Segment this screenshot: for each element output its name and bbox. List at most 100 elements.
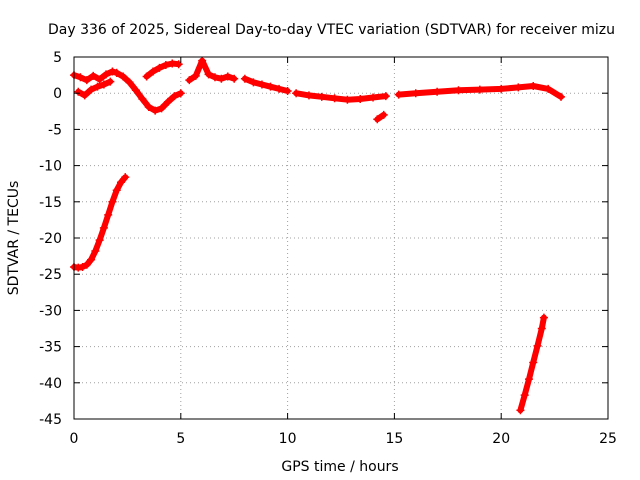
data-point [275,84,284,93]
data-point [217,74,226,83]
data-point [433,87,442,96]
data-point [191,71,200,80]
data-point [304,91,313,100]
data-point [557,92,566,101]
data-point [78,262,87,271]
data-point [394,90,403,99]
data-point [176,89,185,98]
data-point [95,236,104,245]
data-point [240,74,249,83]
data-point [356,94,365,103]
x-axis-title: GPS time / hours [281,459,398,475]
data-point [87,85,96,94]
y-tick-label: -30 [39,303,62,319]
data-point [155,63,164,72]
x-tick-label: 20 [492,431,510,447]
data-point [151,106,160,115]
data-point [82,76,91,85]
y-tick-label: -35 [39,340,62,356]
y-tick-label: -15 [39,195,62,211]
data-point [520,391,529,400]
data-point [373,115,382,124]
y-tick-label: -40 [39,376,62,392]
data-point [537,324,546,333]
data-point [369,93,378,102]
data-point [524,375,533,384]
data-point [104,210,113,219]
data-point [544,84,553,93]
data-point [539,313,548,322]
data-point [108,197,117,206]
data-point [99,223,108,232]
data-point [149,67,158,76]
data-point [381,92,390,101]
data-point [161,60,170,69]
data-point [343,95,352,104]
data-point [230,74,239,83]
data-band [517,314,547,414]
y-tick-label: 5 [53,50,62,66]
y-tick-label: 0 [53,86,62,102]
y-tick-label: -25 [39,267,62,283]
data-point [89,71,98,80]
data-point [516,406,525,415]
y-tick-label: -20 [39,231,62,247]
data-point [185,76,194,85]
data-point [223,72,232,81]
data-point [204,70,213,79]
data-point [142,72,151,81]
data-point [144,102,153,111]
data-point [266,82,275,91]
data-point [497,84,506,93]
data-point [317,92,326,101]
data-point [121,173,130,182]
data-point [257,80,266,89]
data-point [210,73,219,82]
x-tick-label: 15 [385,431,403,447]
data-point [529,81,538,90]
data-point [283,87,292,96]
data-point [74,87,83,96]
data-point [514,83,523,92]
y-axis-title: SDTVAR / TECUs [6,181,22,296]
x-tick-label: 0 [70,431,79,447]
x-tick-label: 10 [279,431,297,447]
data-point [91,247,100,256]
data-point [198,56,207,65]
data-point [116,178,125,187]
data-point [157,104,166,113]
data-point [163,97,172,106]
data-point [454,86,463,95]
data-point [249,78,258,87]
data-point [292,89,301,98]
data-layer [70,56,566,415]
data-point [379,110,388,119]
data-point [475,85,484,94]
data-point [80,91,89,100]
data-point [106,77,115,86]
data-point [112,68,121,77]
data-point [330,94,339,103]
data-point [112,186,121,195]
data-point [82,260,91,269]
data-point [95,75,104,84]
data-point [125,78,134,87]
data-point [87,255,96,264]
data-point [529,358,538,367]
y-tick-label: -5 [48,122,62,138]
plot-frame [73,56,609,420]
y-tick-label: -10 [39,159,62,175]
data-point [102,70,111,79]
data-point [411,89,420,98]
y-tick-label: -45 [39,412,62,428]
data-point [119,72,128,81]
data-point [76,73,85,82]
data-point [533,341,542,350]
data-point [170,92,179,101]
axis-ticks: 0 5 10 15 20 25 5 0 -5 -10 -15 -20 -25 -30 -35 -40 -45 [39,50,617,447]
data-point [93,82,102,91]
x-tick-label: 5 [176,431,185,447]
data-point [138,94,147,103]
data-point [131,86,140,95]
data-band [395,83,564,100]
